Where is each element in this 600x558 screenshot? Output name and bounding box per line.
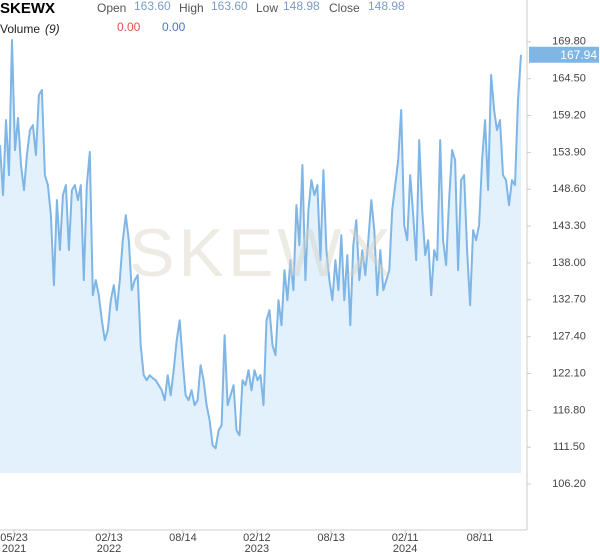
high-label: High	[179, 1, 204, 15]
volume-value: 0.00	[117, 20, 141, 34]
y-tick-label: 164.50	[552, 73, 586, 85]
y-tick-label: 169.80	[552, 36, 586, 48]
x-tick-label: 08/14	[169, 532, 197, 544]
close-label: Close	[329, 1, 360, 15]
x-tick-label: 02/11	[392, 532, 419, 544]
y-tick-label: 111.50	[553, 441, 585, 453]
y-tick-label: 159.20	[552, 109, 586, 121]
x-tick-label: 08/13	[317, 532, 345, 544]
y-tick-label: 143.30	[552, 220, 586, 232]
watermark: SKEWX	[129, 215, 395, 291]
volume-period: (9)	[45, 22, 60, 36]
x-tick-year: 2023	[245, 543, 269, 555]
ticker: SKEWX	[0, 0, 55, 17]
low-value: 148.98	[283, 0, 320, 13]
x-tick-label: 02/13	[95, 532, 123, 544]
high-value: 163.60	[211, 0, 248, 13]
y-tick-label: 127.40	[552, 331, 586, 343]
y-tick-label: 132.70	[552, 294, 586, 306]
x-tick-year: 2022	[97, 543, 121, 555]
volume-value: 0.00	[162, 20, 186, 34]
x-tick-label: 02/12	[243, 532, 271, 544]
line	[0, 39, 522, 450]
low-label: Low	[256, 1, 278, 15]
open-label: Open	[97, 1, 126, 15]
plot	[0, 39, 522, 473]
y-tick-label: 148.60	[552, 183, 586, 195]
y-tick-label: 106.20	[552, 478, 586, 490]
y-tick-label: 116.80	[553, 404, 586, 416]
x-tick-year: 2021	[2, 543, 26, 555]
x-tick-year: 2024	[393, 543, 417, 555]
last-price-label: 167.94	[560, 48, 597, 62]
area	[0, 40, 521, 473]
x-tick-label: 08/11	[467, 532, 494, 544]
last-price-tag	[529, 46, 599, 63]
open-value: 163.60	[134, 0, 171, 13]
x-tick-label: 05/23	[0, 532, 28, 544]
y-tick-label: 122.10	[552, 367, 586, 379]
volume-label: Volume	[0, 22, 40, 36]
y-tick-label: 153.90	[552, 146, 586, 158]
y-tick-label: 138.00	[552, 257, 586, 269]
close-value: 148.98	[368, 0, 405, 13]
